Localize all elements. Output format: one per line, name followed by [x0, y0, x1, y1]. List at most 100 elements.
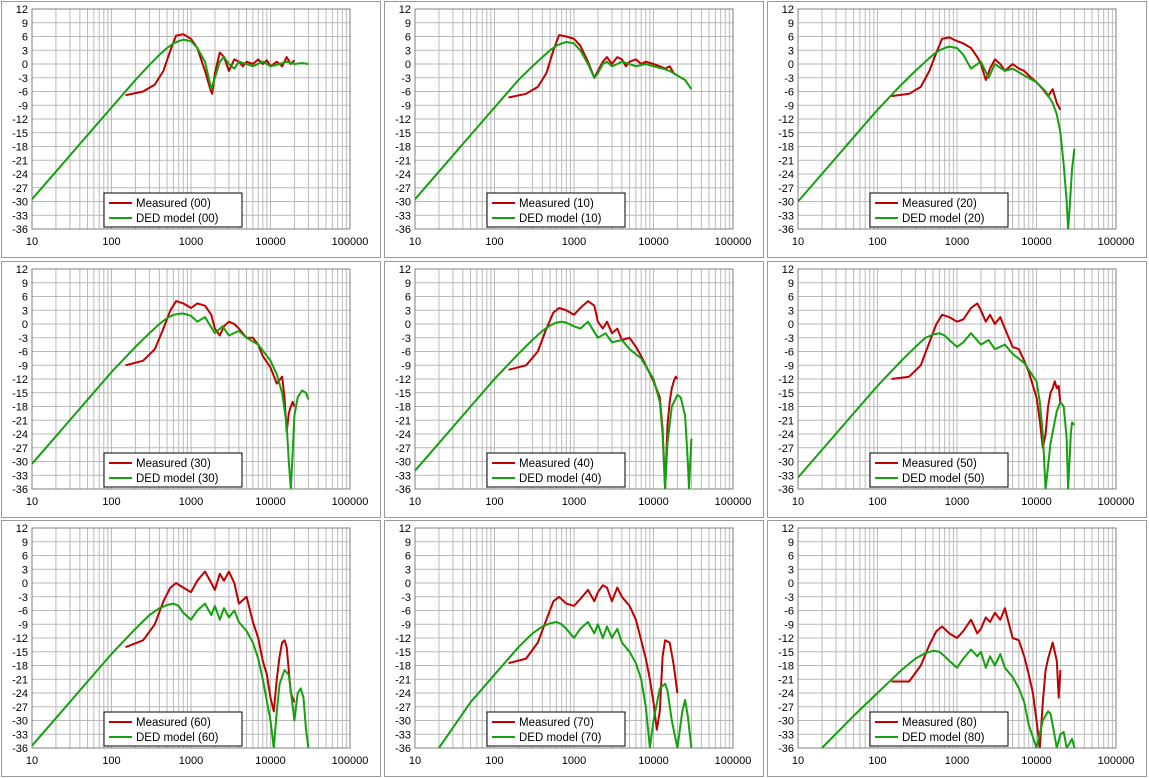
legend-label: Measured (30) [136, 458, 211, 470]
y-tick-label: -9 [18, 100, 28, 112]
legend-label: Measured (50) [902, 458, 977, 470]
legend-label: Measured (70) [519, 717, 594, 729]
model-line [415, 320, 693, 489]
y-tick-label: -24 [12, 429, 28, 441]
y-tick-label: -21 [12, 415, 28, 427]
y-tick-label: -6 [401, 87, 411, 99]
x-tick-label: 10000 [1021, 755, 1052, 767]
y-tick-label: -9 [401, 100, 411, 112]
y-tick-label: -27 [778, 443, 794, 455]
plot-area [797, 8, 1117, 230]
x-tick-label: 10000 [638, 496, 669, 508]
y-tick-label: -36 [778, 224, 794, 236]
y-tick-label: 3 [788, 45, 794, 57]
y-tick-label: -24 [12, 169, 28, 181]
x-tick-label: 100000 [332, 496, 369, 508]
y-tick-label: -15 [778, 647, 794, 659]
y-tick-label: -21 [12, 155, 28, 167]
legend-box [869, 711, 1009, 747]
plot-area [414, 8, 734, 230]
y-tick-label: 3 [405, 564, 411, 576]
y-tick-label: -27 [395, 183, 411, 195]
y-tick-label: -30 [12, 716, 28, 728]
y-tick-label: -18 [395, 402, 411, 414]
y-tick-label: 9 [22, 278, 28, 290]
x-tick-label: 100 [868, 496, 886, 508]
chart-svg-1: 129630-3-6-9-12-15-18-21-24-27-30-33-361… [395, 4, 751, 248]
y-tick-label: -18 [778, 142, 794, 154]
y-tick-label: 0 [788, 319, 794, 331]
legend: Measured (30) DED model (30) [103, 452, 243, 488]
y-tick-label: -12 [778, 114, 794, 126]
y-tick-label: -21 [395, 674, 411, 686]
y-tick-label: 12 [16, 264, 28, 276]
y-tick-label: 9 [788, 537, 794, 549]
y-tick-label: -21 [395, 415, 411, 427]
legend: Measured (50) DED model (50) [869, 452, 1009, 488]
y-tick-label: -3 [401, 333, 411, 345]
y-tick-label: -3 [18, 592, 28, 604]
y-tick-label: -27 [778, 183, 794, 195]
y-tick-label: 12 [16, 523, 28, 535]
y-tick-label: 9 [788, 18, 794, 30]
y-tick-label: -15 [395, 388, 411, 400]
y-tick-label: -18 [778, 661, 794, 673]
chart-svg-0: 129630-3-6-9-12-15-18-21-24-27-30-33-361… [12, 4, 368, 248]
chart-panel-8: 12 9 6 3 0 -3 -6 -9 -12 -15 -18 -21 -24 -27 -30 -33 -36 1… [767, 520, 1147, 777]
y-tick-label: -24 [395, 429, 411, 441]
y-tick-label: -24 [395, 688, 411, 700]
y-tick-label: -6 [401, 606, 411, 618]
y-tick-label: 12 [782, 4, 794, 16]
y-tick-label: -6 [18, 87, 28, 99]
y-tick-label: -9 [784, 619, 794, 631]
y-tick-label: -9 [18, 619, 28, 631]
y-tick-label: -15 [778, 128, 794, 140]
x-tick-label: 10000 [255, 236, 286, 248]
chart-panel-2: 12 9 6 3 0 -3 -6 -9 -12 -15 -18 -21 -24 -27 -30 -33 -36 1… [767, 1, 1147, 258]
y-tick-label: -21 [778, 415, 794, 427]
y-tick-label: -36 [12, 224, 28, 236]
y-tick-label: 3 [22, 45, 28, 57]
y-tick-label: -27 [12, 183, 28, 195]
x-tick-label: 10000 [638, 236, 669, 248]
y-tick-label: -12 [778, 633, 794, 645]
measured-line [891, 302, 1062, 449]
y-tick-label: 6 [22, 551, 28, 563]
y-tick-label: 0 [22, 578, 28, 590]
legend-label: DED model (30) [136, 473, 219, 485]
model-line [32, 602, 310, 748]
y-tick-label: -18 [12, 661, 28, 673]
y-tick-label: -18 [12, 402, 28, 414]
x-tick-label: 100000 [1098, 236, 1135, 248]
y-tick-label: -18 [395, 661, 411, 673]
y-tick-label: -12 [395, 374, 411, 386]
legend: Measured (70) DED model (70) [486, 711, 626, 747]
measured-line [891, 607, 1062, 748]
x-tick-label: 10000 [638, 755, 669, 767]
legend-label: DED model (10) [519, 213, 602, 225]
x-tick-label: 100 [102, 236, 120, 248]
model-line [821, 648, 1076, 748]
legend-label: DED model (40) [519, 473, 602, 485]
y-tick-label: -27 [395, 443, 411, 455]
y-tick-label: -30 [12, 457, 28, 469]
x-tick-label: 10 [409, 755, 421, 767]
y-tick-label: -12 [12, 114, 28, 126]
y-tick-label: 6 [405, 551, 411, 563]
chart-svg-3: 129630-3-6-9-12-15-18-21-24-27-30-33-361… [12, 264, 369, 508]
x-tick-label: 10000 [255, 755, 286, 767]
y-tick-label: -33 [395, 729, 411, 741]
measured-line [125, 300, 296, 433]
legend-label: DED model (20) [902, 213, 985, 225]
y-tick-label: 0 [788, 59, 794, 71]
legend-label: DED model (50) [902, 473, 985, 485]
y-tick-label: -3 [401, 592, 411, 604]
legend-label: Measured (20) [902, 198, 977, 210]
y-tick-label: 6 [788, 551, 794, 563]
y-tick-label: -36 [395, 743, 411, 755]
legend-label: Measured (60) [136, 717, 211, 729]
chart-panel-3: 12 9 6 3 0 -3 -6 -9 -12 -15 -18 -21 -24 -27 -30 -33 -36 1… [1, 261, 381, 518]
y-tick-label: -21 [778, 155, 794, 167]
y-tick-label: 3 [22, 564, 28, 576]
chart-panel-4: 12 9 6 3 0 -3 -6 -9 -12 -15 -18 -21 -24 -27 -30 -33 -36 1… [384, 261, 764, 518]
